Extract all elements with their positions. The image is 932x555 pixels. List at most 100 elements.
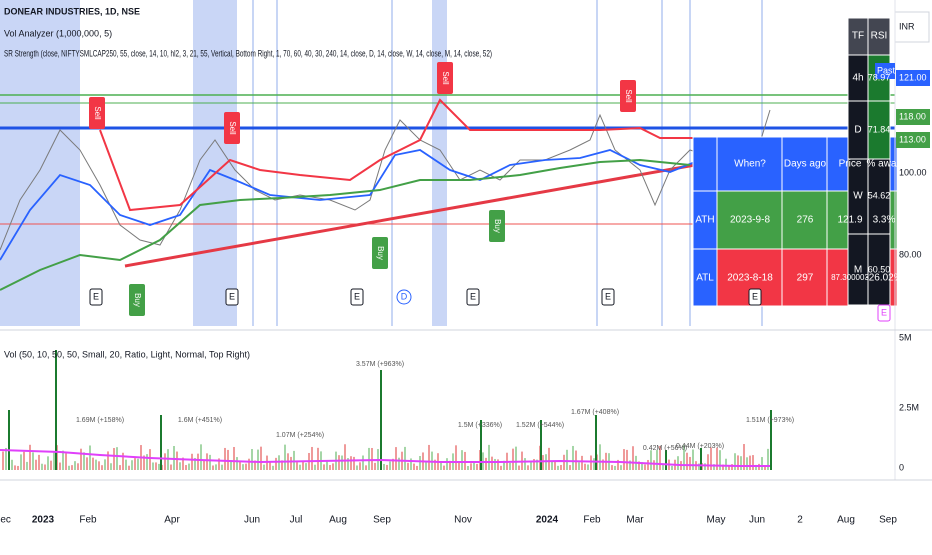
volume-axis-label: 5M [899,332,912,342]
volume-bar [728,465,730,470]
volume-bar [692,449,694,470]
volume-bar [632,446,634,470]
volume-bar [644,464,646,470]
time-label: Aug [329,515,347,526]
earnings-label: E [354,291,360,301]
price-label: 118.00 [899,111,926,121]
volume-bar [164,453,166,470]
dividend-label: D [401,291,408,301]
volume-legend: Vol (50, 10, 50, 50, Small, 20, Ratio, L… [4,349,250,359]
volume-axis-label: 2.5M [899,402,919,412]
volume-bar [317,447,319,470]
time-label: 2023 [32,515,55,526]
volume-annotation: 3.57M (+963%) [356,361,404,368]
stop-line [99,98,700,212]
volume-bar [410,458,412,470]
table-cell: -26.02% [865,273,902,284]
volume-bar [404,446,406,470]
volume-bar [203,460,205,470]
volume-bar [761,457,763,470]
volume-bar [260,446,262,470]
volume-bar [215,464,217,470]
volume-bar [656,450,658,470]
volume-bar [326,460,328,470]
volume-bar [53,452,55,470]
volume-bar [314,464,316,470]
volume-bar [296,462,298,470]
time-label: 2024 [536,515,559,526]
volume-bar [179,462,181,470]
volume-bar [683,445,685,470]
table-cell: ATH [695,215,714,226]
table-header: % away [866,159,901,170]
earnings-marker [601,288,615,306]
symbol-title: DONEAR INDUSTRIES, 1D, NSE [4,6,140,16]
volume-bar [713,464,715,470]
volume-bar [737,455,739,470]
sell-label: Sell [228,121,237,135]
volume-bar [500,465,502,470]
volume-bar [641,462,643,470]
volume-bar [254,460,256,470]
volume-bar [527,465,529,470]
volume-annotation: 1.5M (+336%) [458,422,502,429]
currency-button[interactable] [894,11,930,43]
earnings-label: E [881,307,887,317]
volume-bar [530,462,532,470]
volume-bar [122,452,124,470]
rsi-cell: W [853,191,863,202]
rsi-cell: M [854,265,862,276]
volume-spike [700,448,702,470]
table-cell: 121.9 [837,215,862,226]
volume-bar [446,458,448,470]
volume-bar [659,445,661,470]
volume-bar [491,456,493,470]
table-header: Days ago [784,159,827,170]
volume-bar [518,465,520,470]
volume-bar [176,451,178,470]
time-label: Sep [373,515,391,526]
volume-bar [221,464,223,470]
volume-bar [86,457,88,470]
volume-bar [29,444,31,470]
time-label: Dec [0,515,11,526]
time-label: Jul [290,515,303,526]
volume-bar [623,449,625,470]
volume-bar [620,465,622,470]
volume-bar [206,453,208,470]
volume-bar [38,454,40,470]
volume-axis-label: 0 [899,462,904,472]
volume-bar [14,465,16,470]
volume-bar [455,445,457,470]
rsi-cell: 54.62 [868,190,891,200]
volume-bar [734,453,736,470]
earnings-marker [748,288,762,306]
time-label: Feb [583,515,601,526]
volume-bar [467,465,469,470]
volume-bar [416,465,418,470]
volume-bar [305,463,307,470]
volume-bar [740,456,742,470]
volume-bar [434,459,436,470]
volume-bar [128,465,130,470]
volume-bar [47,456,49,470]
volume-bar [68,465,70,470]
volume-spike [55,350,57,470]
volume-bar [191,453,193,470]
volume-bar [374,462,376,470]
volume-bar [551,461,553,470]
volume-bar [386,464,388,470]
volume-bar [383,463,385,470]
volume-bar [50,460,52,470]
volume-bar [461,450,463,470]
table-cell: 2023-9-8 [730,215,770,226]
table-header: When? [734,159,766,170]
volume-bar [413,463,415,470]
volume-bar [65,453,67,470]
volume-bar [425,462,427,470]
volume-bar [689,456,691,470]
volume-bar [686,452,688,470]
time-label: Nov [454,515,472,526]
volume-bar [272,465,274,470]
sell-signal [437,62,453,94]
